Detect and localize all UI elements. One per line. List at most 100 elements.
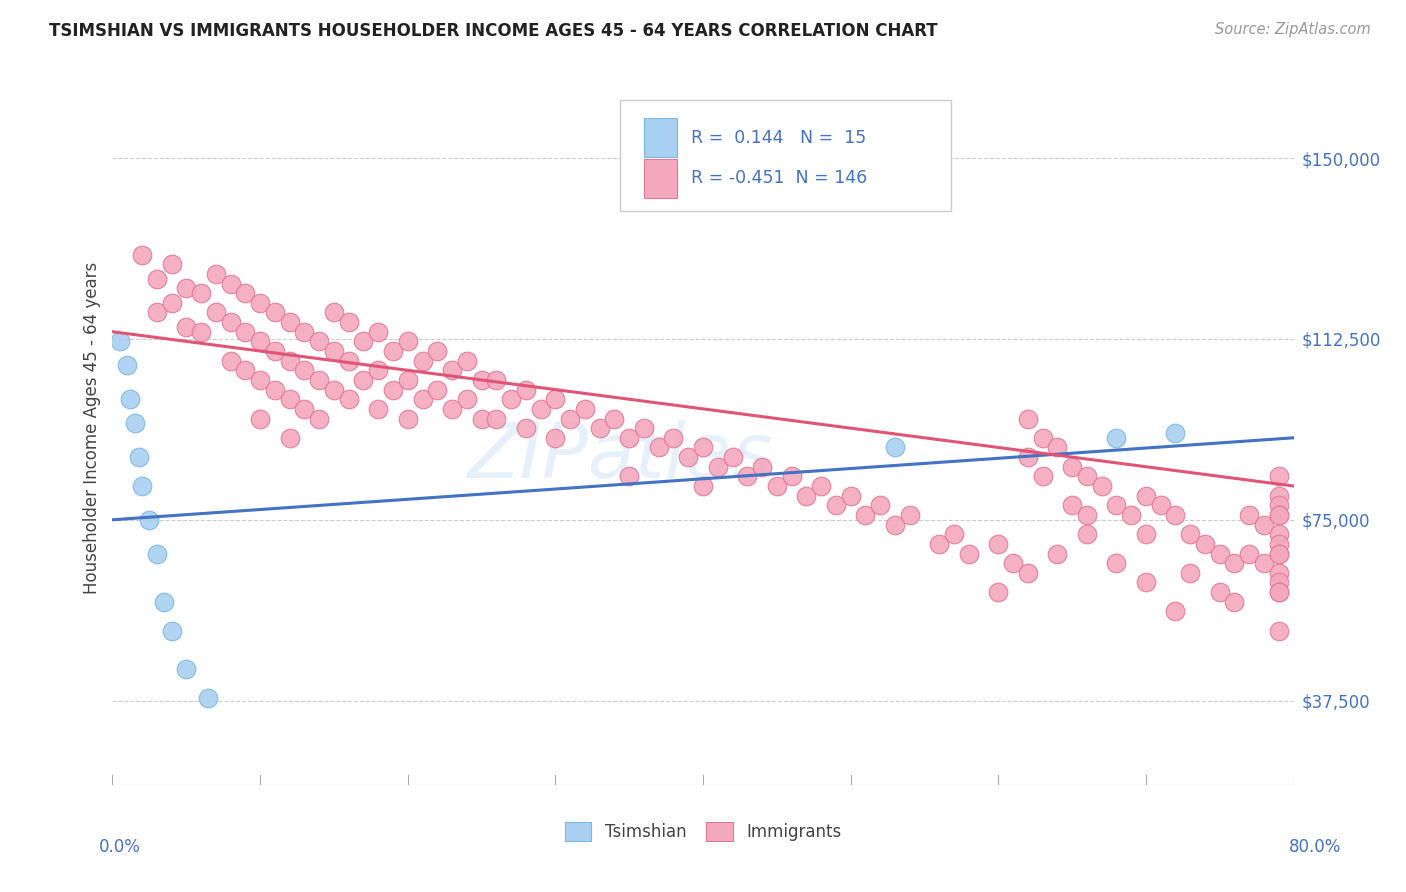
- Point: [219, 353, 242, 368]
- Point: [1076, 527, 1098, 541]
- Point: [131, 247, 153, 261]
- Point: [278, 431, 301, 445]
- Point: [128, 450, 150, 464]
- Point: [1253, 556, 1275, 570]
- Point: [396, 411, 419, 425]
- Point: [323, 305, 346, 319]
- Point: [264, 305, 287, 319]
- Point: [249, 295, 271, 310]
- Point: [957, 547, 980, 561]
- Point: [382, 383, 405, 397]
- Point: [898, 508, 921, 522]
- Point: [839, 489, 862, 503]
- Point: [1268, 508, 1291, 522]
- Point: [1268, 489, 1291, 503]
- Point: [1268, 469, 1291, 483]
- Point: [987, 585, 1010, 599]
- Point: [1239, 547, 1261, 561]
- Point: [1164, 508, 1187, 522]
- Point: [352, 334, 374, 349]
- Point: [678, 450, 700, 464]
- Point: [411, 392, 433, 407]
- Point: [1076, 508, 1098, 522]
- Point: [662, 431, 685, 445]
- Point: [501, 392, 523, 407]
- Point: [456, 392, 478, 407]
- Point: [197, 691, 219, 706]
- Point: [928, 537, 950, 551]
- Point: [544, 392, 567, 407]
- Point: [796, 489, 818, 503]
- Point: [1268, 527, 1291, 541]
- Point: [1178, 527, 1201, 541]
- Point: [219, 315, 242, 329]
- Point: [824, 498, 846, 512]
- Point: [190, 286, 212, 301]
- Point: [1178, 566, 1201, 580]
- Point: [1046, 441, 1069, 455]
- Text: R = -0.451  N = 146: R = -0.451 N = 146: [692, 169, 868, 187]
- Y-axis label: Householder Income Ages 45 - 64 years: Householder Income Ages 45 - 64 years: [83, 262, 101, 594]
- Point: [1268, 585, 1291, 599]
- Point: [352, 373, 374, 387]
- Point: [1105, 431, 1128, 445]
- Point: [426, 383, 449, 397]
- Point: [249, 411, 271, 425]
- Point: [1017, 411, 1039, 425]
- Text: R =  0.144   N =  15: R = 0.144 N = 15: [692, 128, 866, 146]
- Point: [751, 459, 773, 474]
- Point: [1046, 547, 1069, 561]
- Point: [1164, 425, 1187, 440]
- Point: [1017, 450, 1039, 464]
- Point: [706, 459, 728, 474]
- Point: [1253, 517, 1275, 532]
- Bar: [644, 118, 678, 157]
- Point: [323, 344, 346, 359]
- Point: [544, 431, 567, 445]
- Point: [588, 421, 610, 435]
- Point: [367, 325, 389, 339]
- Point: [219, 277, 242, 291]
- Point: [153, 595, 176, 609]
- Point: [1239, 508, 1261, 522]
- Point: [1135, 575, 1157, 590]
- Point: [558, 411, 582, 425]
- Point: [1194, 537, 1216, 551]
- Point: [146, 305, 169, 319]
- Point: [396, 373, 419, 387]
- Point: [603, 411, 626, 425]
- Point: [1135, 489, 1157, 503]
- Text: ZIPatlas: ZIPatlas: [468, 420, 773, 493]
- Text: Source: ZipAtlas.com: Source: ZipAtlas.com: [1215, 22, 1371, 37]
- Point: [124, 417, 146, 431]
- Point: [337, 315, 360, 329]
- Point: [292, 401, 315, 416]
- Point: [146, 271, 169, 285]
- Point: [160, 257, 183, 271]
- Point: [1208, 547, 1232, 561]
- Point: [120, 392, 142, 407]
- Point: [470, 373, 494, 387]
- Point: [810, 479, 832, 493]
- Point: [1268, 585, 1291, 599]
- Point: [1076, 469, 1098, 483]
- Point: [1001, 556, 1024, 570]
- Point: [108, 334, 131, 349]
- Point: [174, 281, 197, 295]
- Point: [367, 363, 389, 377]
- Point: [1268, 547, 1291, 561]
- Point: [146, 547, 169, 561]
- Point: [942, 527, 965, 541]
- Point: [292, 325, 315, 339]
- Point: [633, 421, 655, 435]
- Point: [884, 517, 907, 532]
- Point: [278, 353, 301, 368]
- Point: [308, 334, 330, 349]
- Point: [160, 295, 183, 310]
- Point: [1268, 575, 1291, 590]
- Point: [233, 363, 256, 377]
- Point: [1268, 566, 1291, 580]
- Point: [485, 411, 508, 425]
- Point: [1105, 556, 1128, 570]
- Point: [515, 421, 537, 435]
